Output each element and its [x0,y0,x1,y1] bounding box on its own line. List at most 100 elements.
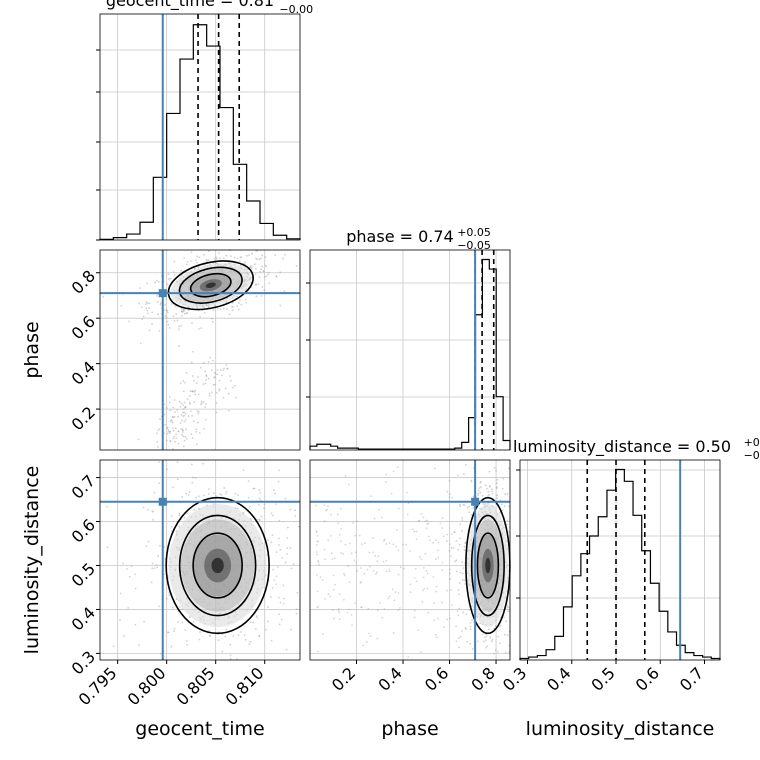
sample-point [461,579,464,581]
sample-point [156,566,159,569]
phase-x-tick-label: 0.4 [374,663,405,694]
sample-point [457,589,460,591]
sample-point [196,255,199,258]
sample-point [191,375,194,377]
sample-point [125,567,128,570]
sample-point [165,309,168,312]
sample-point [413,609,416,612]
sample-point [261,254,264,257]
sample-point [234,492,237,495]
sample-point [151,567,154,570]
sample-point [170,514,173,517]
sample-point [270,639,273,642]
sample-point [264,264,267,267]
sample-point [289,628,292,631]
contour-line [178,514,257,617]
sample-point [128,320,130,323]
sample-point [397,573,400,576]
sample-point [184,436,187,438]
sample-point [383,608,386,611]
sample-point [198,495,200,498]
sample-point [499,511,501,514]
sample-point [191,414,194,417]
sample-point [229,658,232,660]
sample-point [250,267,253,270]
sample-point [468,505,471,508]
sample-point [272,568,275,571]
sample-point [186,512,189,515]
sample-point [165,298,168,301]
sample-point [150,581,153,584]
sample-point [381,516,383,519]
sample-point [441,601,443,604]
sample-point [188,491,191,493]
sample-point [167,278,170,280]
sample-point [215,411,218,414]
sample-point [191,437,194,439]
sample-point [459,505,462,508]
sample-point [197,376,199,379]
sample-point [230,379,232,382]
x-axis-label-2: luminosity_distance [526,718,715,740]
sample-point [275,275,278,278]
sample-point [185,263,188,266]
title-lower-error: −0.00 [279,3,313,16]
sample-point [215,392,218,394]
sample-point [252,621,255,624]
sample-point [500,503,503,506]
sample-point [213,376,215,379]
sample-point [193,391,196,393]
grid-geocent-hist [100,14,300,240]
sample-point [356,520,358,523]
sample-point [173,630,175,633]
sample-point [254,263,256,266]
sample-point [273,579,276,582]
sample-point [189,402,192,405]
sample-point [385,559,388,562]
sample-point [352,522,355,524]
sample-point [359,582,362,584]
sample-point [279,601,282,604]
sample-point [448,496,451,499]
sample-point [331,552,333,555]
sample-point [240,631,242,633]
sample-point [208,250,210,252]
sample-point [388,542,391,544]
sample-point [182,309,185,312]
y-axis-label-1: luminosity_distance [21,466,43,655]
sample-point [324,597,326,600]
luminosity-distance-y-tick-label: 0.3 [68,647,99,678]
sample-point [181,496,184,498]
sample-point [449,572,451,575]
sample-point [448,479,451,482]
sample-point [202,362,205,364]
sample-point [359,567,362,569]
contour-line [470,514,505,617]
sample-point [393,599,396,602]
sample-point [226,367,229,370]
sample-point [433,602,435,604]
sample-point [158,330,161,332]
sample-point [406,491,408,494]
sample-point [207,492,210,495]
sample-point [218,379,221,382]
sample-point [166,631,169,634]
sample-point [172,271,175,274]
sample-point [279,304,282,307]
sample-point [457,474,459,477]
sample-point [218,389,221,392]
sample-point [240,256,243,258]
sample-point [254,273,257,276]
sample-point [392,543,395,546]
sample-point [367,607,370,610]
sample-point [195,382,198,385]
sample-point [203,312,206,314]
y-axis-label-0: phase [21,321,43,378]
sample-point [347,565,350,568]
sample-point [501,509,504,512]
sample-point [462,503,465,506]
sample-point [239,298,241,301]
sample-point [148,307,151,309]
sample-point [496,494,499,497]
sample-point [164,557,166,560]
